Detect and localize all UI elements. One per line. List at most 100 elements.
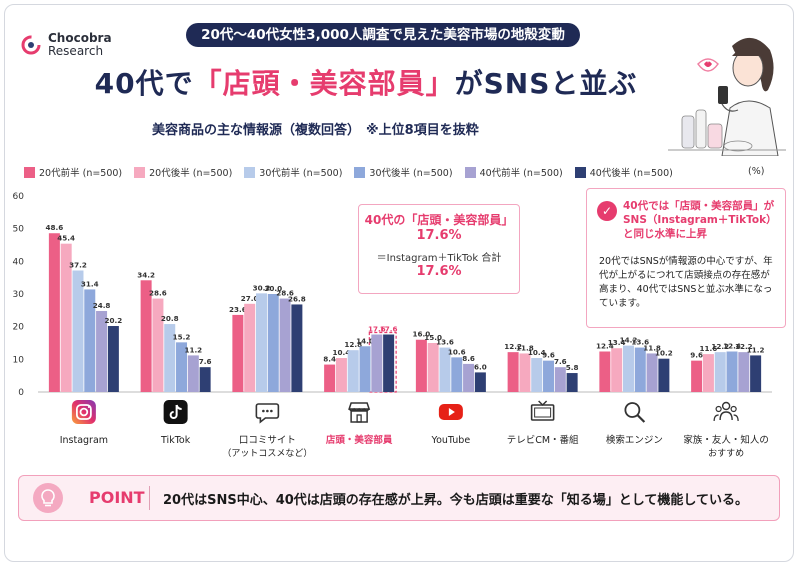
bar [599, 351, 611, 392]
data-label: 37.2 [69, 260, 87, 269]
bar [463, 363, 475, 392]
bar [60, 243, 72, 392]
legend-label: 40代前半 (n=500) [479, 168, 563, 179]
legend-swatch [244, 166, 256, 178]
bar [622, 345, 634, 392]
unit-label: (%) [748, 166, 765, 177]
bar [164, 324, 176, 392]
bar [451, 357, 463, 392]
data-label: 8.4 [323, 355, 336, 364]
callout2-body: 20代ではSNSが情報源の中心ですが、年代が上がるにつれて店頭接点の存在感が高ま… [599, 256, 773, 309]
bar [232, 314, 244, 392]
data-label: 5.8 [566, 363, 579, 372]
bar [566, 373, 578, 392]
data-label: 31.4 [81, 279, 99, 288]
highlight-callout: 40代の「店頭・美容部員」 17.6% ＝Instagram＋TikTok 合計… [358, 204, 520, 294]
point-label: POINT [89, 488, 145, 507]
bar [176, 342, 188, 392]
category-label: TikTok [160, 435, 191, 446]
legend-swatch [464, 166, 476, 178]
data-label: 7.6 [199, 357, 212, 366]
data-label: 10.4 [528, 348, 546, 357]
brand-mark-icon [21, 35, 41, 55]
bar [244, 303, 256, 392]
bar [439, 347, 451, 392]
category-label-line2: （アットコスメなど） [222, 448, 312, 459]
magnifier-icon [624, 402, 646, 423]
data-label: 12.2 [504, 342, 522, 351]
bar [107, 326, 119, 392]
header-banner: 20代〜40代女性3,000人調査で見えた美容市場の地殻変動 [186, 23, 580, 47]
y-tick-label: 10 [13, 355, 25, 365]
headline-post: がSNSと並ぶ [454, 67, 638, 100]
y-tick-label: 30 [13, 290, 25, 300]
callout1-value: 17.6% [416, 228, 462, 243]
legend-item: 20代後半 (n=500) [134, 165, 232, 179]
bar [371, 334, 383, 392]
bar [48, 233, 60, 392]
category-label: 検索エンジン [606, 434, 663, 446]
bar [199, 367, 211, 392]
legend-label: 20代前半 (n=500) [39, 168, 123, 179]
data-label: 12.8 [344, 340, 362, 349]
y-tick-label: 40 [13, 257, 25, 267]
data-label: 20.2 [105, 316, 123, 325]
data-label: 34.2 [137, 270, 155, 279]
legend-item: 30代後半 (n=500) [354, 165, 453, 179]
callout2-title: 40代では「店頭・美容部員」がSNS（Instagram＋TikTok）と同じ水… [623, 200, 777, 240]
bar [543, 360, 555, 392]
data-label: 11.6 [700, 344, 718, 353]
woman-phone-illustration [668, 37, 786, 156]
y-tick-label: 50 [13, 225, 25, 235]
data-label: 12.2 [711, 342, 729, 351]
data-label: 17.6 [368, 325, 386, 334]
callout1-equation: ＝Instagram＋TikTok 合計 [376, 253, 502, 264]
chart-subtitle: 美容商品の主な情報源（複数回答） ※上位8項目を抜粋 [152, 119, 479, 138]
data-label: 24.8 [93, 301, 111, 310]
legend-item: 40代後半 (n=500) [574, 165, 673, 179]
legend-item: 40代前半 (n=500) [464, 165, 563, 179]
bar [738, 352, 750, 392]
bar [347, 350, 359, 392]
tv-icon [530, 400, 555, 421]
bar [96, 310, 108, 392]
bar [611, 348, 623, 392]
brand-name: Chocobra [48, 31, 112, 45]
data-label: 11.2 [184, 345, 202, 354]
headline-pre: 40代で [94, 67, 194, 100]
youtube-icon [438, 404, 463, 420]
bar [531, 358, 543, 392]
bar [634, 347, 646, 392]
callout1-value2: 17.6% [416, 264, 462, 279]
legend-swatch [134, 166, 146, 178]
bar [726, 351, 738, 392]
headline: 40代で「店頭・美容部員」がSNSと並ぶ [86, 62, 646, 102]
data-label: 8.6 [462, 354, 475, 363]
category-label-line2: おすすめ [708, 448, 744, 459]
bar [152, 298, 164, 392]
data-label: 14.2 [620, 336, 638, 345]
bar [383, 334, 395, 392]
instagram-icon [71, 400, 96, 424]
data-label: 10.4 [333, 348, 351, 357]
bar [658, 358, 670, 392]
category-label: Instagram [60, 435, 108, 446]
bar [507, 352, 519, 392]
bar [84, 289, 96, 392]
data-label: 9.6 [690, 351, 703, 360]
legend-swatch [354, 166, 366, 178]
data-label: 30.0 [264, 284, 282, 293]
data-label: 48.6 [46, 223, 64, 232]
data-label: 6.0 [474, 362, 487, 371]
data-label: 20.8 [161, 314, 179, 323]
bar [702, 354, 714, 392]
legend-label: 20代後半 (n=500) [149, 168, 233, 179]
legend-swatch [574, 166, 586, 178]
data-label: 13.6 [436, 338, 454, 347]
legend-item: 20代前半 (n=500) [24, 165, 122, 179]
bar [427, 343, 439, 392]
legend-swatch [24, 166, 35, 178]
data-label: 12.2 [735, 342, 753, 351]
data-label: 11.8 [643, 343, 661, 352]
bar [267, 294, 279, 392]
